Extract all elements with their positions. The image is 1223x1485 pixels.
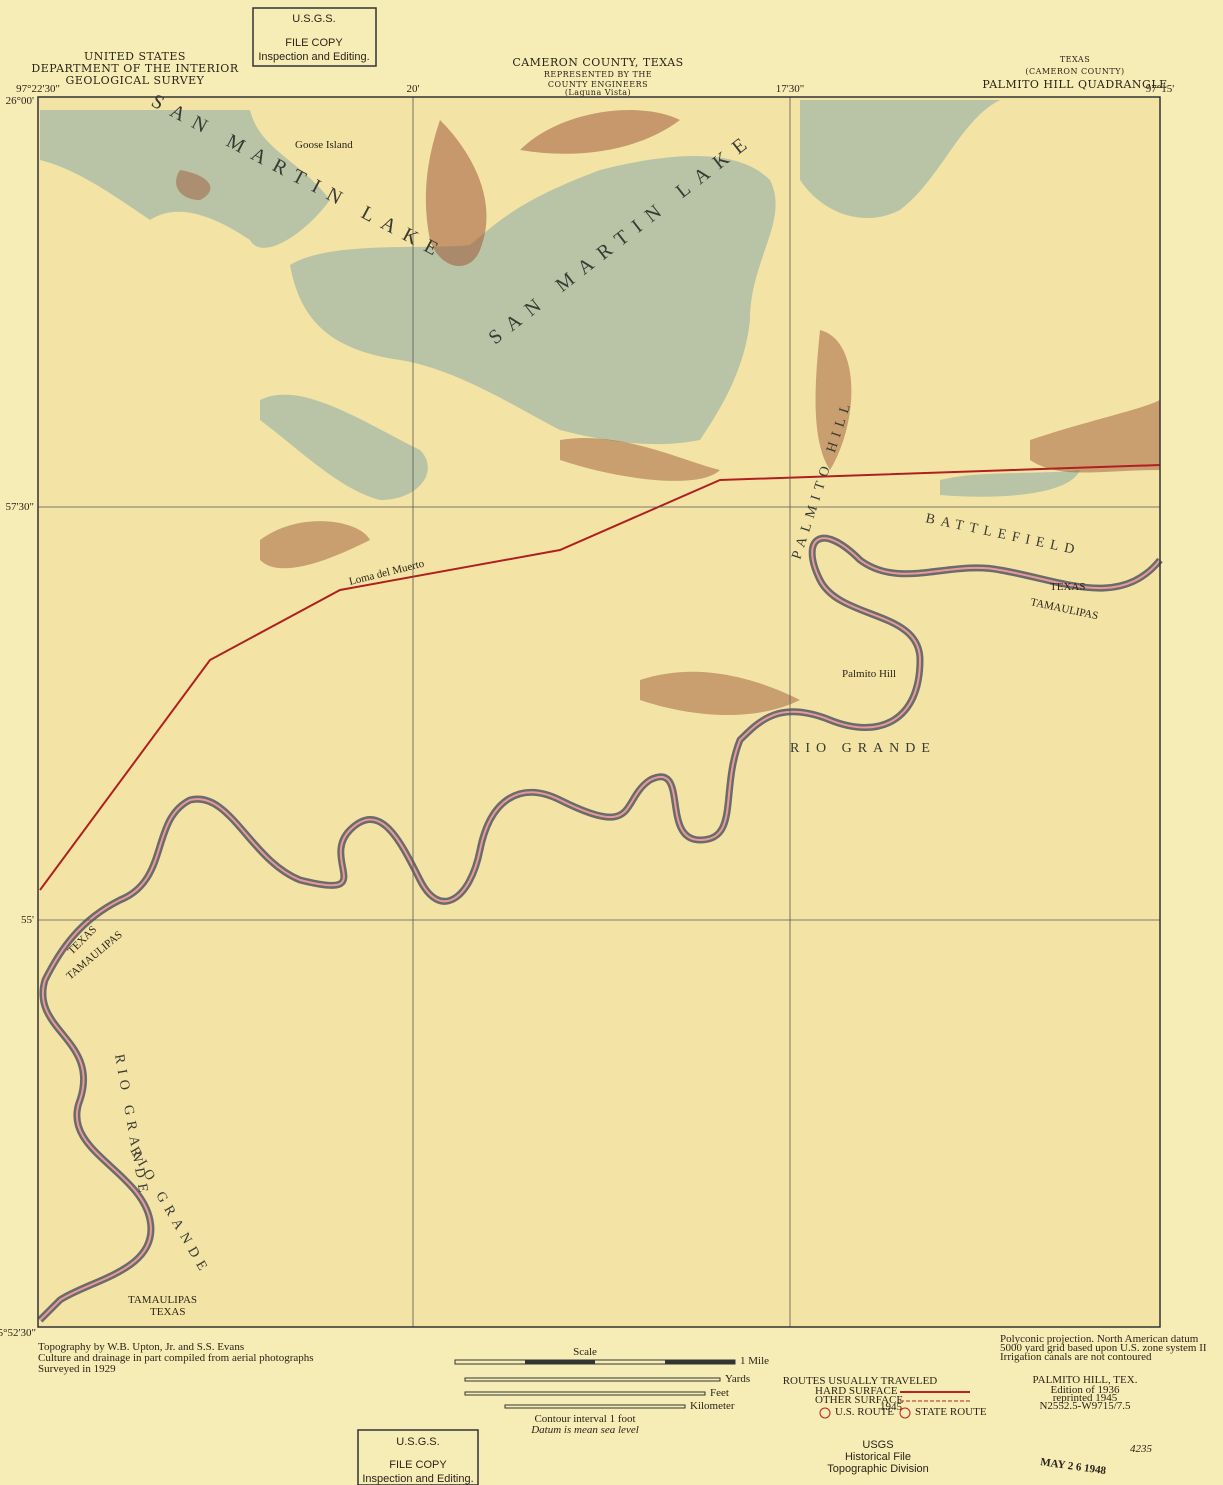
- credit: Topography by W.B. Upton, Jr. and S.S. E…: [38, 1341, 244, 1353]
- map-body: [37, 96, 1163, 1328]
- legend-symbol: [819, 1407, 831, 1419]
- header-text: (Laguna Vista): [565, 88, 631, 97]
- scale-bar: [504, 1404, 686, 1409]
- lake: [940, 470, 1080, 497]
- boundary: [39, 537, 1161, 1321]
- scale-unit: Yards: [725, 1373, 750, 1385]
- ridge: [560, 437, 720, 481]
- stamp-text: Inspection and Editing.: [258, 51, 369, 63]
- river-label: RIO GRANDE: [790, 741, 936, 756]
- scale-unit: Feet: [710, 1387, 729, 1399]
- scale-unit: 1 Mile: [740, 1355, 769, 1367]
- place-label: Palmito Hill: [842, 668, 896, 680]
- sheet-note: N2552.5-W9715/7.5: [1039, 1400, 1131, 1412]
- footer: Topography by W.B. Upton, Jr. and S.S. E…: [38, 1333, 1207, 1477]
- lake: [260, 394, 428, 500]
- header-text: UNITED STATES: [84, 50, 186, 63]
- credit: Culture and drainage in part compiled fr…: [38, 1352, 314, 1364]
- legend-text: STATE ROUTE: [915, 1406, 987, 1418]
- coordinate: 26°00': [6, 95, 34, 107]
- projection-note: Irrigation canals are not contoured: [1000, 1351, 1152, 1363]
- country-label: TEXAS: [150, 1306, 185, 1318]
- header-text: GEOLOGICAL SURVEY: [66, 74, 205, 87]
- header-text: PALMITO HILL QUADRANGLE: [982, 78, 1167, 91]
- datum-note: Datum is mean sea level: [530, 1424, 639, 1436]
- country-label: TEXAS: [1050, 581, 1085, 593]
- ridge: [425, 120, 487, 267]
- ridge: [640, 671, 800, 715]
- projection-note: Polyconic projection. North American dat…: [1000, 1333, 1199, 1345]
- header-text: DEPARTMENT OF THE INTERIOR: [31, 62, 238, 75]
- coordinates: 97°22'30" 20' 17'30" 97°15' 26°00' 57'30…: [0, 83, 1174, 1339]
- stamp-text: U.S.G.S.: [292, 13, 335, 25]
- stamp-text: FILE COPY: [389, 1459, 447, 1471]
- sheet-name: PALMITO HILL, TEX.: [1033, 1374, 1138, 1386]
- ridge: [260, 521, 370, 569]
- header-text: (CAMERON COUNTY): [1025, 67, 1124, 76]
- coordinate: 97°22'30": [16, 83, 60, 95]
- stamp-text: FILE COPY: [285, 37, 343, 49]
- coordinate: 25°52'30": [0, 1327, 36, 1339]
- legend-symbol: [899, 1407, 911, 1419]
- handwritten-number: 4235: [1130, 1443, 1153, 1455]
- ridge: [176, 170, 211, 200]
- ridge: [1030, 400, 1160, 473]
- header: UNITED STATES DEPARTMENT OF THE INTERIOR…: [31, 50, 1167, 97]
- archive-text: Topographic Division: [827, 1463, 929, 1475]
- contour-note: Contour interval 1 foot: [534, 1413, 635, 1425]
- stamp: U.S.G.S. FILE COPY Inspection and Editin…: [252, 7, 479, 1485]
- sheet-note: reprinted 1945: [1053, 1392, 1118, 1404]
- stamp-box: [357, 1429, 479, 1485]
- stamp-text: Inspection and Editing.: [362, 1473, 473, 1485]
- projection-note: 5000 yard grid based upon U.S. zone syst…: [1000, 1342, 1207, 1354]
- place-label: Goose Island: [295, 139, 353, 151]
- header-text: CAMERON COUNTY, TEXAS: [512, 56, 683, 69]
- scale-bar: [665, 1360, 735, 1364]
- stamp-text: U.S.G.S.: [396, 1436, 439, 1448]
- coordinate: 20': [407, 83, 420, 95]
- coordinate: 55': [21, 914, 34, 926]
- ridge: [815, 330, 852, 470]
- archive-text: Historical File: [845, 1451, 911, 1463]
- lake: [290, 156, 776, 445]
- road: [39, 464, 1161, 891]
- coordinate: 97°15': [1146, 83, 1174, 95]
- archive-text: USGS: [862, 1439, 893, 1451]
- header-text: TEXAS: [1060, 55, 1090, 64]
- scale-unit: Kilometer: [690, 1400, 735, 1412]
- header-text: REPRESENTED BY THE: [544, 70, 652, 79]
- sheet-note: Edition of 1936: [1050, 1384, 1120, 1396]
- scale-bar: [464, 1377, 721, 1382]
- coordinate: 17'30": [776, 83, 804, 95]
- coordinate: 57'30": [6, 501, 34, 513]
- legend-title: ROUTES USUALLY TRAVELED: [783, 1375, 938, 1387]
- stamp-box: [252, 7, 377, 67]
- neatline: [37, 96, 1161, 1328]
- legend-text: HARD SURFACE: [815, 1385, 898, 1397]
- scale-title: Scale: [573, 1346, 597, 1358]
- credit: Surveyed in 1929: [38, 1363, 116, 1375]
- ridge: [520, 110, 680, 154]
- header-text: COUNTY ENGINEERS: [548, 80, 648, 89]
- country-label: TAMAULIPAS: [128, 1294, 197, 1306]
- legend-text: OTHER SURFACE: [815, 1394, 903, 1406]
- lake: [800, 100, 1000, 219]
- scale-bar: [464, 1391, 706, 1396]
- scale-bar: [525, 1360, 595, 1364]
- legend-year: 1945: [880, 1401, 903, 1413]
- legend-text: U.S. ROUTE: [835, 1406, 894, 1418]
